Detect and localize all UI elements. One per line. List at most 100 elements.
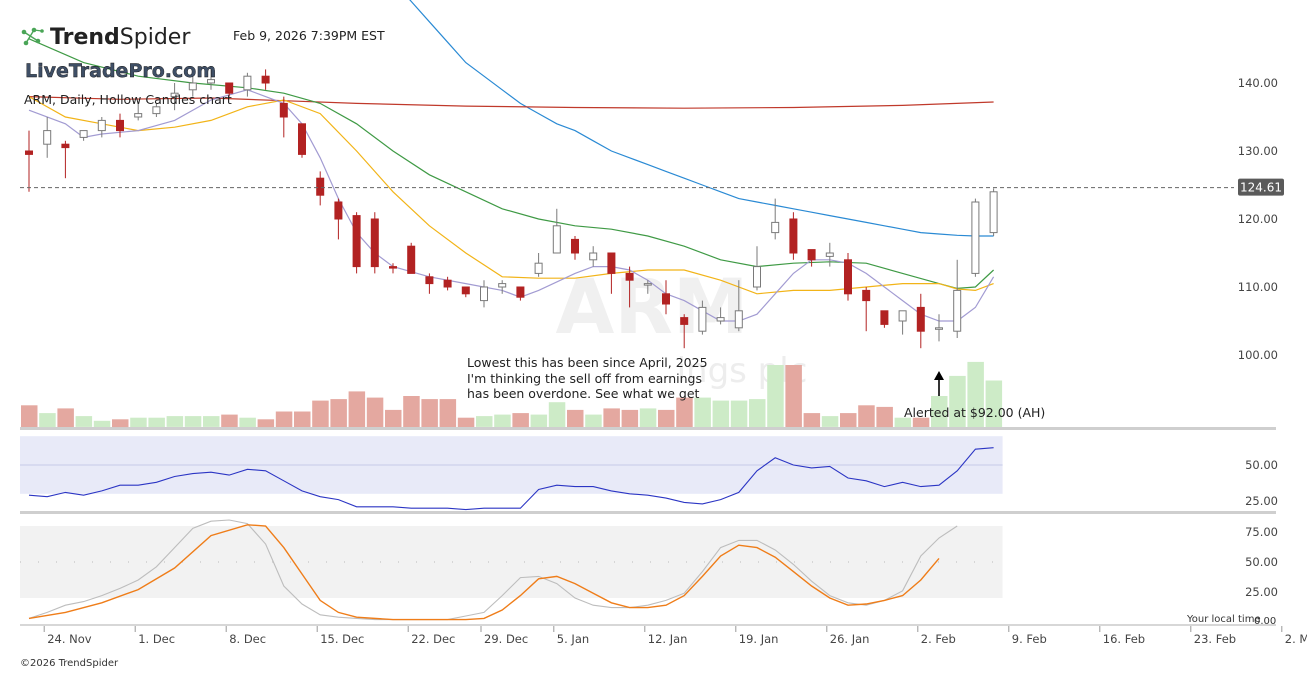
stoch-k-line [28,519,958,621]
trendspider-logo-icon [21,27,44,46]
panel-separator-2[interactable] [20,511,1276,514]
candle-body [643,283,652,286]
volume-bar [567,409,584,427]
candle-body [461,286,470,295]
candle-body [170,92,179,98]
candle-body [480,286,488,302]
panel-separator-1[interactable] [20,427,1276,430]
volume-bar [858,405,875,427]
price-tick-label: 120.00 [1238,212,1278,226]
moving-averages [28,0,995,322]
candle-body [425,276,434,285]
volume-bar [130,417,147,427]
candle-body [79,130,88,138]
volume-bar [749,399,766,427]
candle-body [825,252,834,257]
volume-bar [166,416,184,427]
candle-body [916,306,925,332]
date-tick-label: 16. Feb [1103,632,1145,646]
date-tick-label: 22. Dec [411,632,455,646]
price-tick-label: 110.00 [1238,280,1278,294]
volume-bar [894,417,912,427]
candle-body [334,201,343,220]
candle-body [662,293,670,305]
candle-body [116,119,124,132]
candle-body [407,245,416,274]
candle-body [807,249,816,261]
last-price-badge [1238,178,1284,196]
sma-blue-line [409,0,994,237]
volume-bar [39,413,56,428]
rsi-line [28,447,994,511]
candle-body [552,225,561,254]
price-tick-label: 130.00 [1238,144,1278,158]
candle-body [771,221,780,234]
volume-bar [876,406,893,428]
local-time-label: Your local time [1186,614,1261,625]
volume-bar [512,413,529,428]
livetradepro-watermark: LiveTradePro.com [25,60,216,82]
candle-body [935,327,943,330]
volume-bar [603,408,620,427]
date-tick-label: 1. Dec [138,632,175,646]
volume-bar [712,400,730,427]
stoch-tick-label: 75.00 [1245,525,1278,539]
date-tick-label: 23. Feb [1194,632,1236,646]
volume-bar [112,419,129,428]
volume-bar [821,416,839,427]
volume-bar [548,402,566,427]
candle-body [571,238,579,254]
date-axis[interactable]: 24. Nov 1. Dec 8. Dec 15. Dec 22. Dec 29. Dec… [43,626,1307,646]
candle-body [589,252,598,261]
candle-body [534,262,543,274]
candle-body [261,75,270,84]
volume-bar [366,397,384,427]
candle-body [953,289,962,332]
candle-body [789,218,798,254]
date-tick-label: 2. Mar [1285,632,1307,646]
rsi-tick-label: 25.00 [1245,494,1278,508]
volume-bar [348,391,366,427]
local-time-value: 0.00 [1254,616,1276,627]
date-tick-label: 8. Dec [229,632,266,646]
volume-bar [694,397,711,427]
volume-bar [184,416,202,427]
stoch-tick-label: 25.00 [1245,585,1278,599]
alert-annotation: Alerted at $92.00 (AH) [904,405,1045,420]
volume-bar [21,405,38,427]
volume-bar [621,409,639,427]
volume-bar [840,413,857,428]
candle-body [61,143,70,149]
candle-body [607,252,616,274]
volume-bar [148,417,165,427]
candle-body [279,102,288,118]
price-axis[interactable]: 100.00 110.00 120.00 130.00 140.00 [1238,76,1278,362]
last-price-label: 124.61 [1240,181,1282,195]
candle-body [152,106,161,115]
stochastic-panel: 25.00 50.00 75.00 [20,519,1278,621]
volume-bar [57,408,74,427]
volume-bar [585,414,602,427]
volume-bar [221,414,238,427]
price-tick-label: 100.00 [1238,348,1278,362]
volume-bar [476,416,493,427]
candle-body [625,272,634,281]
candle-body [498,283,507,288]
panel-separator-3 [20,624,1276,626]
candle-body [188,82,197,91]
candle-body [207,79,215,84]
volume-bar [767,365,784,427]
volume-bar [403,396,420,427]
volume-bar [330,399,347,427]
annotation-note-line-2: I'm thinking the sell off from earnings [467,371,702,386]
volume-bar [494,414,511,427]
date-tick-label: 24. Nov [47,632,92,646]
logo-trend: Trend [50,25,120,50]
sma-yellow-line [28,96,994,295]
candle-body [716,317,725,322]
candle-body [352,215,361,268]
candle-body [698,306,707,332]
candle-body [316,177,325,196]
date-tick-label: 26. Jan [830,632,870,646]
